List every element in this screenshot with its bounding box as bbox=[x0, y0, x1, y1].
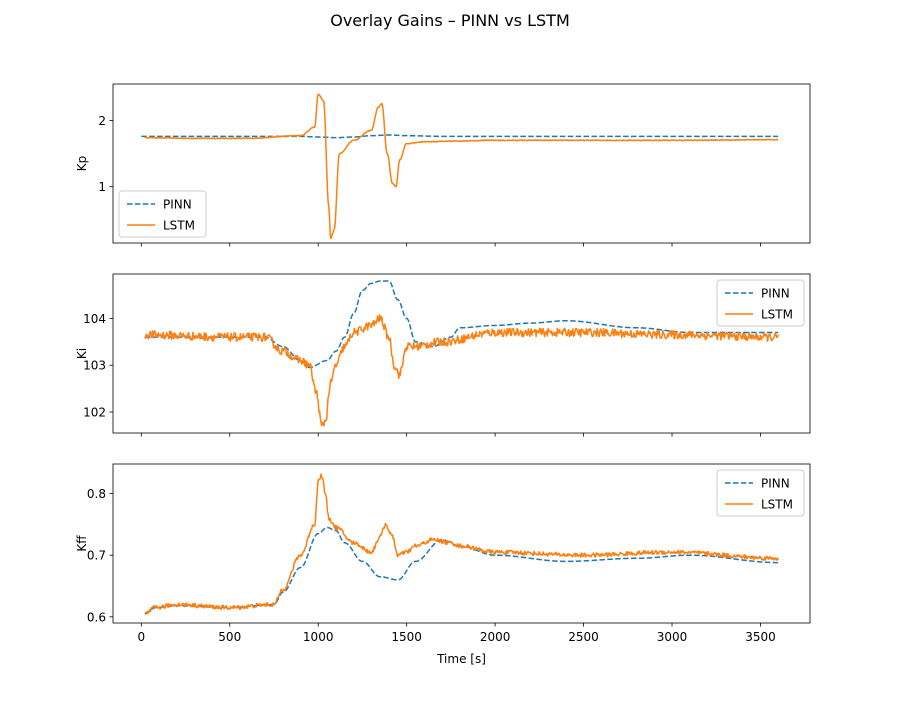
y-tick-label: 1 bbox=[98, 180, 106, 194]
x-tick-label: 2000 bbox=[480, 630, 511, 644]
subplot-ki: 102 103 104 Ki PINN LSTM bbox=[75, 273, 811, 437]
axes-frame bbox=[112, 463, 811, 624]
y-tick-label: 104 bbox=[83, 312, 106, 326]
series-line-lstm bbox=[144, 473, 779, 615]
x-tick-label: 3000 bbox=[657, 630, 688, 644]
y-axis-label: Ki bbox=[75, 348, 89, 359]
legend-label-pinn: PINN bbox=[163, 198, 192, 212]
y-axis-label: Kp bbox=[75, 156, 89, 172]
y-tick-label: 102 bbox=[83, 405, 106, 419]
y-tick-label: 103 bbox=[83, 359, 106, 373]
x-tick-label: 500 bbox=[218, 630, 241, 644]
x-tick-label: 1500 bbox=[391, 630, 422, 644]
y-tick-label: 0.8 bbox=[87, 487, 106, 501]
subplot-kff: 0.6 0.7 0.8 0 500 1000 1500 2000 2500 3000 3500 Kff… bbox=[75, 463, 811, 666]
x-tick-label: 2500 bbox=[568, 630, 599, 644]
legend-label-lstm: LSTM bbox=[761, 308, 793, 322]
y-tick-label: 2 bbox=[98, 114, 106, 128]
series-line-lstm bbox=[144, 93, 779, 240]
figure-title: Overlay Gains – PINN vs LSTM bbox=[330, 11, 570, 30]
legend: PINN LSTM bbox=[716, 279, 805, 327]
legend-label-lstm: LSTM bbox=[761, 498, 793, 512]
series-line-pinn bbox=[144, 526, 779, 615]
legend-label-lstm: LSTM bbox=[163, 219, 195, 233]
x-tick-label: 0 bbox=[137, 630, 145, 644]
x-axis-label: Time [s] bbox=[436, 652, 486, 666]
axes-frame bbox=[112, 83, 811, 244]
y-axis-label: Kff bbox=[75, 535, 89, 552]
x-tick-label: 1000 bbox=[303, 630, 334, 644]
legend-label-pinn: PINN bbox=[761, 287, 790, 301]
y-tick-label: 0.7 bbox=[87, 549, 106, 563]
legend: PINN LSTM bbox=[118, 190, 207, 238]
series-line-pinn bbox=[141, 134, 779, 139]
series-line-pinn bbox=[144, 280, 779, 369]
series-line-lstm bbox=[144, 314, 779, 427]
axes-frame bbox=[112, 273, 811, 434]
subplot-kp: 1 2 Kp PINN LSTM bbox=[75, 83, 811, 247]
x-tick-label: 3500 bbox=[745, 630, 776, 644]
legend-label-pinn: PINN bbox=[761, 477, 790, 491]
y-tick-label: 0.6 bbox=[87, 610, 106, 624]
legend: PINN LSTM bbox=[716, 469, 805, 517]
